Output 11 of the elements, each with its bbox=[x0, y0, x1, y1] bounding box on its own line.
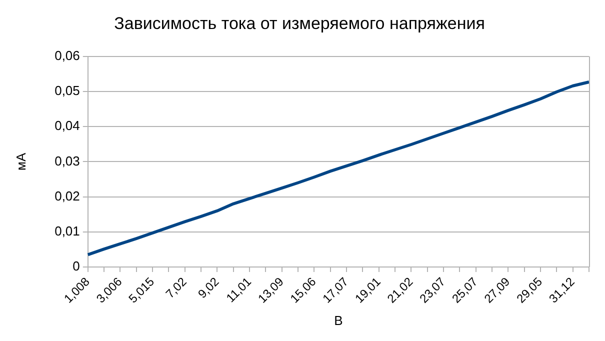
y-tick-label: 0,05 bbox=[54, 83, 80, 98]
y-tick-label: 0,03 bbox=[54, 153, 80, 168]
y-tick-label: 0,06 bbox=[54, 48, 80, 63]
y-tick-label: 0,01 bbox=[54, 223, 80, 238]
x-axis-title: В bbox=[334, 312, 343, 328]
chart-title: Зависимость тока от измеряемого напряжения bbox=[114, 14, 485, 33]
x-tick-label: 7,02 bbox=[162, 274, 190, 302]
y-tick-label: 0,04 bbox=[54, 118, 80, 134]
y-tick-label: 0,02 bbox=[54, 188, 80, 204]
y-axis-title: мА bbox=[13, 152, 28, 170]
y-tick-label: 0 bbox=[72, 258, 80, 274]
